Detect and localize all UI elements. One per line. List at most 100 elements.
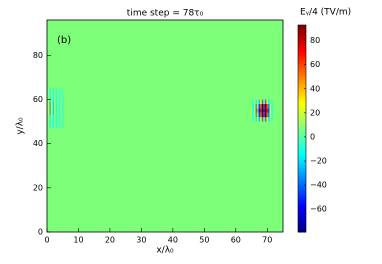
colorbar-step — [298, 56, 306, 60]
chart-title: time step = 78τ₀ — [127, 9, 204, 19]
heat-cell — [258, 112, 261, 118]
colorbar-step — [298, 66, 306, 70]
colorbar-step — [298, 89, 306, 93]
colorbar-step — [298, 84, 306, 88]
colorbar-step — [298, 159, 306, 163]
colorbar-step — [298, 133, 306, 137]
colorbar-step — [298, 221, 306, 225]
y-tick-label: 80 — [33, 51, 43, 60]
y-tick-label: 40 — [33, 139, 43, 148]
colorbar-step — [298, 188, 306, 192]
heat-cell — [263, 103, 265, 109]
heat-cell — [54, 101, 56, 115]
heat-cell — [252, 99, 254, 104]
heat-cell — [261, 112, 264, 118]
heat-cell — [49, 114, 51, 129]
colorbar-step — [298, 203, 306, 207]
colorbar-step — [298, 167, 306, 171]
colorbar-step — [298, 63, 306, 67]
heat-cell — [269, 99, 272, 104]
colorbar-step — [298, 115, 306, 119]
heat-cell — [260, 103, 262, 109]
heat-cell — [50, 88, 53, 102]
colorbar-step — [298, 164, 306, 168]
x-tick-label: 30 — [136, 236, 146, 245]
heat-cell — [255, 117, 258, 122]
heat-cell — [55, 88, 58, 102]
heat-cell — [260, 117, 262, 122]
colorbar-step — [298, 97, 306, 101]
colorbar-step — [298, 37, 306, 42]
colorbar-step — [298, 105, 306, 109]
heat-cell — [266, 103, 269, 109]
heat-cell — [49, 101, 51, 115]
heat-cell — [258, 117, 261, 122]
colorbar-step — [298, 141, 306, 145]
heat-cell — [258, 108, 261, 113]
colorbar-step — [298, 182, 306, 186]
heat-cell — [264, 112, 267, 118]
heat-cell — [255, 108, 258, 113]
colorbar-tick-label: 40 — [310, 84, 320, 93]
heat-cell — [257, 103, 259, 109]
colorbar-step — [298, 206, 306, 210]
colorbar-step — [298, 25, 306, 29]
heat-cell — [54, 114, 56, 129]
colorbar-frame — [297, 24, 307, 233]
colorbar-step — [298, 226, 306, 230]
colorbar-tick-label: −60 — [310, 205, 327, 214]
heat-cell — [50, 114, 53, 129]
heat-cell — [269, 117, 272, 122]
colorbar-step — [298, 32, 306, 36]
heat-cell — [55, 101, 58, 115]
colorbar-step — [298, 48, 306, 52]
y-tick-label: 0 — [38, 228, 43, 237]
plot-background — [47, 20, 283, 232]
x-tick-label: 20 — [105, 236, 115, 245]
x-tick-label: 40 — [168, 236, 178, 245]
heat-cell — [271, 108, 273, 113]
colorbar-step — [298, 144, 306, 148]
heat-cell — [266, 112, 269, 118]
colorbar-step — [298, 74, 306, 78]
heat-cell — [266, 99, 269, 104]
colorbar-step — [298, 81, 306, 86]
colorbar-step — [298, 87, 306, 91]
x-axis-label: x/λ₀ — [156, 246, 174, 256]
x-tick-label: 10 — [73, 236, 83, 245]
colorbar-step — [298, 35, 306, 39]
heat-cell — [263, 99, 265, 104]
heat-cell — [57, 88, 59, 102]
heat-cell — [258, 103, 261, 109]
heat-cell — [271, 103, 273, 109]
colorbar-step — [298, 180, 306, 184]
heat-cell — [269, 103, 272, 109]
colorbar-step — [298, 131, 306, 135]
heat-cell — [253, 112, 256, 118]
heat-cell — [271, 112, 273, 118]
heat-cell — [261, 108, 264, 113]
colorbar-step — [298, 100, 306, 104]
heat-cell — [264, 117, 267, 122]
plot-frame — [46, 19, 284, 233]
colorbar-step — [298, 107, 306, 111]
heat-cell — [264, 103, 267, 109]
heat-cell — [250, 108, 253, 113]
colorbar-step — [298, 185, 306, 189]
heat-cell — [60, 114, 62, 129]
colorbar-step — [298, 213, 306, 217]
colorbar-step — [298, 193, 306, 197]
colorbar-step — [298, 50, 306, 54]
colorbar-step — [298, 71, 306, 75]
colorbar-step — [298, 177, 306, 181]
heat-cell — [55, 114, 58, 129]
y-tick-label: 60 — [33, 95, 43, 104]
colorbar-tick-label: 80 — [310, 36, 320, 45]
colorbar-tick-label: 0 — [310, 132, 315, 141]
colorbar-step — [298, 112, 306, 117]
heat-cell — [52, 101, 55, 115]
colorbar-step — [298, 92, 306, 96]
y-tick-label: 20 — [33, 183, 43, 192]
heat-cell — [261, 117, 264, 122]
colorbar-step — [298, 229, 306, 233]
